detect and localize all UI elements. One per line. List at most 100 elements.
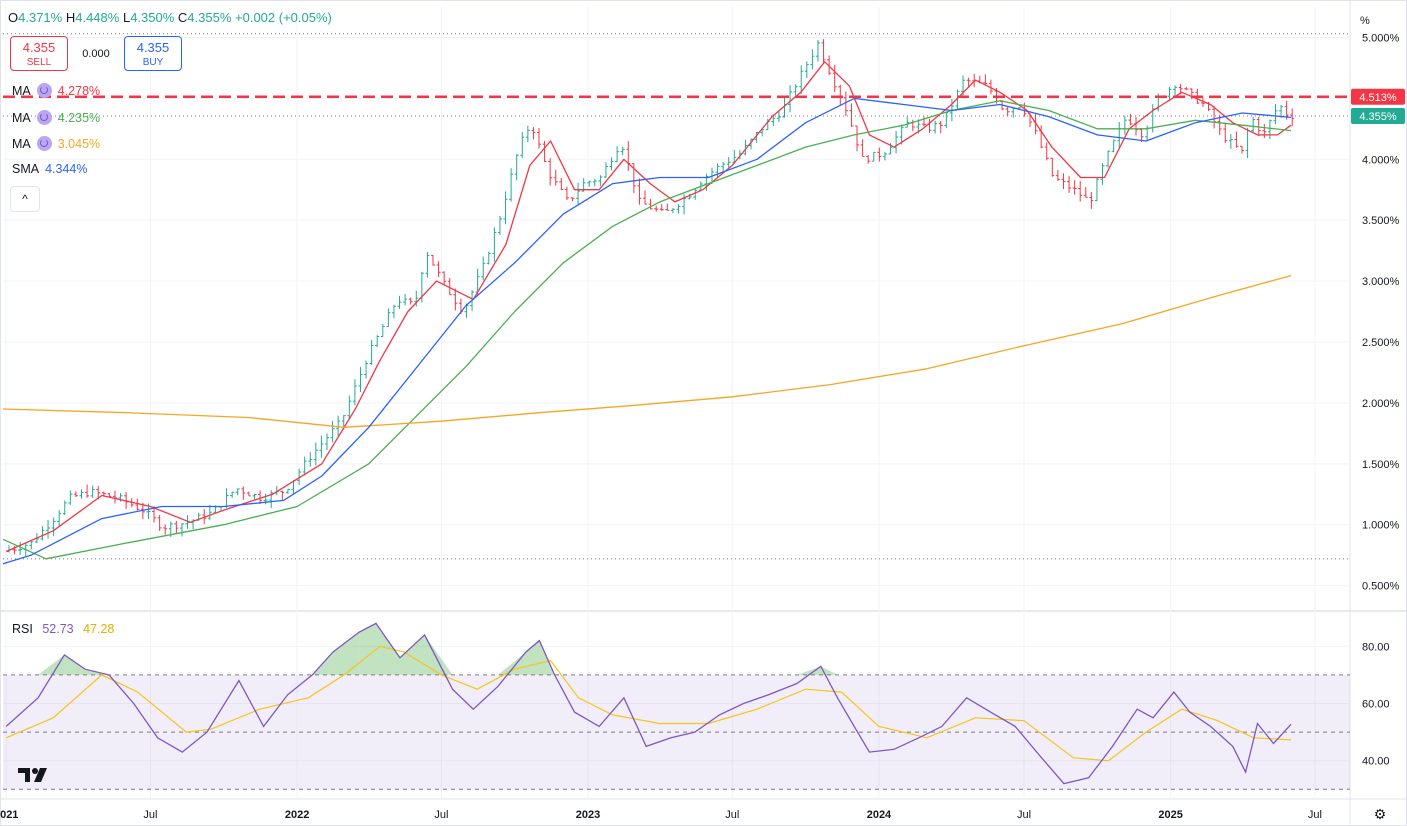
- ohlc-bar: [1234, 131, 1239, 148]
- ohlc-bar: [207, 504, 212, 521]
- ohlc-bar: [79, 489, 84, 499]
- ma-legend-green[interactable]: MA 4.235%: [12, 110, 100, 125]
- spread-value: 0.000: [82, 47, 110, 60]
- ohlc-bar: [280, 490, 285, 500]
- rsi-signal-line: [5, 645, 1292, 762]
- ohlc-bar: [905, 116, 910, 128]
- x-tick-label: 2021: [0, 809, 18, 821]
- ohlc-bar: [927, 118, 932, 133]
- ohlc-bar: [548, 158, 553, 186]
- ohlc-bar: [626, 141, 631, 172]
- ohlc-bar: [804, 61, 809, 79]
- buy-button[interactable]: 4.355 BUY: [124, 36, 182, 71]
- alert-price-label: 4.513%: [1359, 92, 1397, 104]
- ohlc-legend: O4.371% H4.448% L4.350% C4.355% +0.002 (…: [8, 10, 332, 25]
- tradingview-logo: [18, 768, 47, 782]
- x-tick-label: Jul: [1308, 809, 1322, 821]
- ohlc-bar: [101, 491, 106, 496]
- sell-button[interactable]: 4.355 SELL: [10, 36, 68, 71]
- x-tick-label: Jul: [434, 809, 448, 821]
- rsi-overbought-fill: [376, 623, 400, 675]
- ohlc-bar: [732, 149, 737, 164]
- ohlc-bar: [1167, 87, 1172, 102]
- x-tick-label: Jul: [1017, 809, 1031, 821]
- ohlc-bar: [592, 178, 597, 187]
- ohlc-bar: [85, 484, 90, 498]
- ohlc-bar: [603, 162, 608, 178]
- ohlc-bar: [648, 198, 653, 210]
- ma-legend-red[interactable]: MA 4.278%: [12, 83, 100, 98]
- ohlc-bar: [615, 146, 620, 163]
- ohlc-bar: [855, 125, 860, 152]
- ma-legend-orange[interactable]: MA 3.045%: [12, 136, 100, 151]
- ohlc-bar: [1139, 128, 1144, 143]
- refresh-icon[interactable]: [36, 110, 52, 125]
- ohlc-bar: [1133, 116, 1138, 136]
- ohlc-bar: [397, 295, 402, 309]
- x-tick-label: 2023: [576, 809, 600, 821]
- ohlc-bar: [40, 526, 45, 541]
- buy-price: 4.355: [136, 40, 170, 55]
- sma-legend-blue[interactable]: SMA 4.344%: [12, 162, 88, 176]
- ohlc-bar: [252, 493, 257, 500]
- y-tick-label: 1.500%: [1362, 459, 1400, 471]
- ohlc-bar: [1245, 127, 1250, 158]
- ohlc-bar: [542, 140, 547, 163]
- ohlc-bar: [224, 488, 229, 508]
- ohlc-bar: [347, 395, 352, 420]
- ohlc-bar: [882, 151, 887, 161]
- ohlc-bar: [241, 486, 246, 500]
- ohlc-bar: [1267, 119, 1272, 140]
- rsi-tick-label: 40.00: [1362, 756, 1390, 768]
- sell-label: SELL: [26, 57, 52, 68]
- ohlc-bar: [96, 486, 101, 500]
- indicator-value: 4.278%: [57, 83, 101, 98]
- ohlc-bar: [1122, 115, 1127, 135]
- ohlc-bar: [1072, 180, 1077, 195]
- gear-icon[interactable]: ⚙: [1373, 806, 1387, 822]
- ohlc-bar: [1173, 85, 1178, 98]
- ohlc-bar: [163, 524, 168, 535]
- ohlc-bar: [771, 114, 776, 127]
- ohlc-bar: [380, 323, 385, 338]
- low-label: L: [122, 10, 131, 25]
- ohlc-bar: [336, 415, 341, 436]
- ohlc-bar: [1061, 173, 1066, 189]
- x-tick-label: 2025: [1158, 809, 1182, 821]
- rsi-overbought-fill: [399, 634, 425, 675]
- buy-label: BUY: [142, 57, 164, 68]
- x-tick-label: 2024: [867, 809, 892, 821]
- ohlc-bar: [654, 205, 659, 212]
- ohlc-bar: [1100, 163, 1105, 185]
- ohlc-bar: [481, 256, 486, 281]
- ohlc-bar: [921, 116, 926, 127]
- ohlc-bar: [1111, 139, 1116, 153]
- ohlc-bar: [1055, 170, 1060, 182]
- refresh-icon[interactable]: [36, 136, 52, 151]
- ohlc-bar: [1044, 142, 1049, 161]
- ohlc-bar: [810, 49, 815, 70]
- indicator-name: MA: [12, 136, 31, 151]
- ohlc-bar: [576, 182, 581, 206]
- ohlc-bar: [776, 110, 781, 122]
- ohlc-bar: [1050, 157, 1055, 177]
- ohlc-bar: [933, 120, 938, 134]
- ohlc-bar: [1106, 150, 1111, 168]
- ohlc-bar: [313, 442, 318, 466]
- ohlc-bar: [18, 541, 23, 556]
- indicator-value: 4.235%: [57, 110, 101, 125]
- y-tick-label: 0.500%: [1362, 581, 1400, 593]
- rsi-overbought-fill: [64, 654, 86, 675]
- ohlc-bar: [1240, 145, 1245, 154]
- x-tick-label: 2022: [285, 809, 309, 821]
- ohlc-bar: [598, 175, 603, 186]
- chevron-up-icon[interactable]: ^: [10, 186, 40, 212]
- refresh-icon[interactable]: [36, 83, 52, 98]
- ohlc-bar: [559, 178, 564, 191]
- x-tick-label: Jul: [725, 809, 739, 821]
- axes: 0.500% 1.000% 1.500% 2.000% 2.500% 3.000% 3.50…: [0, 15, 1405, 821]
- ohlc-bar: [1094, 176, 1099, 202]
- ohlc-bar: [492, 227, 497, 262]
- ohlc-bar: [961, 75, 966, 99]
